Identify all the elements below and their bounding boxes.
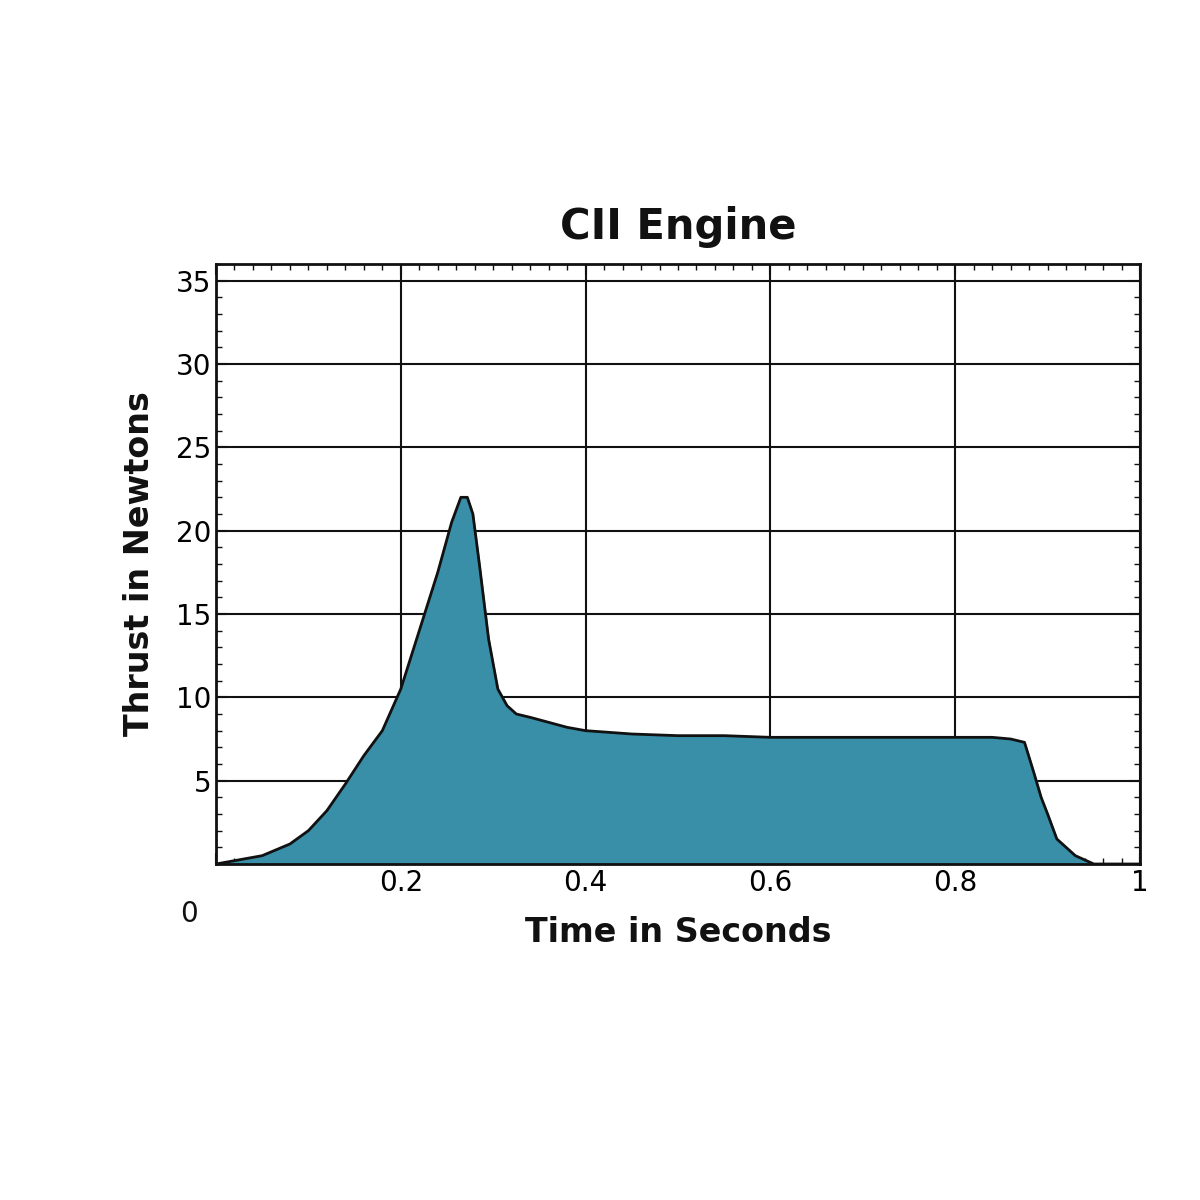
Y-axis label: Thrust in Newtons: Thrust in Newtons	[124, 391, 156, 737]
Title: CII Engine: CII Engine	[559, 206, 797, 248]
X-axis label: Time in Seconds: Time in Seconds	[524, 917, 832, 949]
Text: 0: 0	[180, 900, 198, 928]
